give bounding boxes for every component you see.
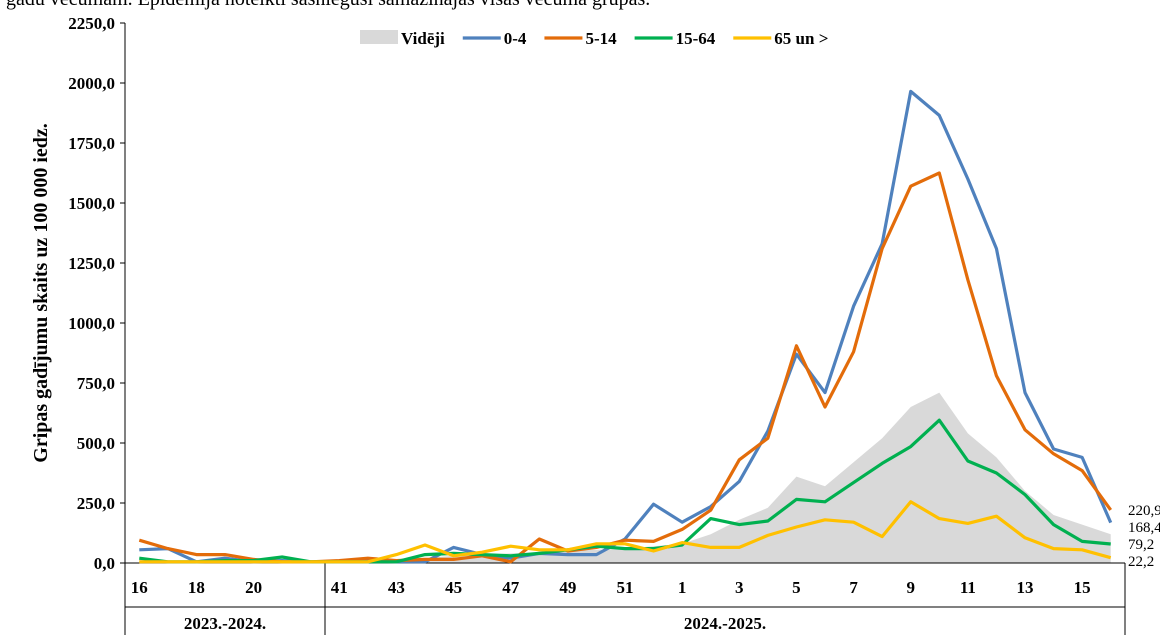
end-value-label: 79,2 [1128, 537, 1154, 553]
x-tick-label: 41 [331, 578, 348, 597]
x-tick-label: 13 [1017, 578, 1034, 597]
series-area-avg [139, 392, 1111, 563]
end-value-label: 22,2 [1128, 554, 1154, 570]
x-tick-label: 1 [678, 578, 687, 597]
x-tick-label: 47 [502, 578, 520, 597]
end-value-label: 220,9 [1128, 503, 1160, 519]
x-tick-label: 11 [960, 578, 976, 597]
legend-label-avg: Vidēji [401, 29, 445, 48]
x-tick-label: 18 [188, 578, 205, 597]
y-tick-label: 0,0 [94, 554, 115, 573]
end-value-label: 168,4 [1128, 520, 1160, 536]
x-tick-label: 49 [559, 578, 576, 597]
x-tick-label: 9 [906, 578, 915, 597]
y-tick-label: 2000,0 [68, 74, 115, 93]
caption-text: gadu vecumam. Epidēmija noteikti sasnieg… [6, 0, 1156, 11]
x-tick-label: 43 [388, 578, 405, 597]
x-tick-label: 16 [131, 578, 148, 597]
series-line-s65 [139, 500, 1112, 564]
legend-swatch-avg [360, 30, 398, 44]
season-label: 2024.-2025. [684, 614, 766, 633]
x-tick-label: 7 [849, 578, 858, 597]
y-tick-label: 750,0 [77, 374, 115, 393]
x-tick-label: 3 [735, 578, 744, 597]
plot-area: 0,0250,0500,0750,01000,01250,01500,01750… [68, 14, 1160, 635]
y-tick-label: 1750,0 [68, 134, 115, 153]
legend-label-s1564: 15-64 [676, 29, 716, 48]
x-tick-label: 51 [617, 578, 634, 597]
legend-label-s65: 65 un > [774, 29, 828, 48]
y-tick-label: 250,0 [77, 494, 115, 513]
y-tick-label: 1500,0 [68, 194, 115, 213]
x-tick-label: 20 [245, 578, 262, 597]
y-tick-label: 500,0 [77, 434, 115, 453]
x-tick-label: 15 [1074, 578, 1091, 597]
legend-label-s514: 5-14 [585, 29, 617, 48]
y-tick-label: 2250,0 [68, 14, 115, 33]
legend-label-s04: 0-4 [504, 29, 527, 48]
season-label: 2023.-2024. [184, 614, 266, 633]
legend: Vidēji 0-4 5-14 15-64 65 un > [360, 29, 828, 48]
y-tick-label: 1000,0 [68, 314, 115, 333]
y-tick-label: 1250,0 [68, 254, 115, 273]
x-tick-label: 45 [445, 578, 462, 597]
x-tick-label: 5 [792, 578, 801, 597]
y-axis-label: Gripas gadījumu skaits uz 100 000 iedz. [30, 123, 52, 462]
